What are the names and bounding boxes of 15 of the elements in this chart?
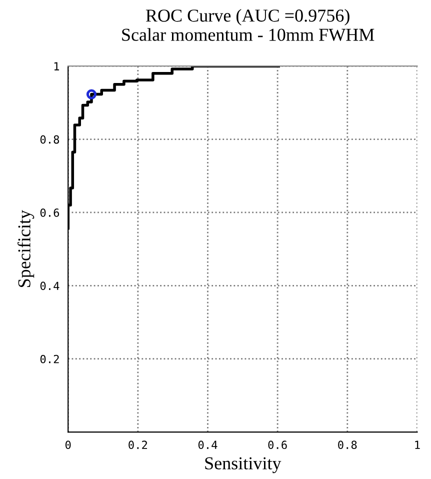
x-tick-label: 1	[415, 440, 420, 449]
x-tick-label: 0.4	[198, 440, 218, 450]
y-tick-label: 0.4	[40, 282, 60, 290]
x-tick-label: 0	[65, 440, 71, 450]
y-axis-title: Specificity	[18, 210, 34, 287]
x-tick-label: 0.8	[338, 440, 357, 450]
y-tick-label: 0.2	[40, 354, 59, 364]
y-tick-label: 0.8	[40, 135, 60, 144]
x-axis-title: Sensitivity	[205, 457, 282, 474]
chart-title: ROC Curve (AUC =0.9756)	[146, 9, 350, 26]
y-tick-label: 1	[54, 62, 60, 70]
x-tick-label: 0.6	[268, 440, 287, 450]
x-tick-label: 0.2	[128, 440, 148, 450]
chart-subtitle: Scalar momentum - 10mm FWHM	[122, 28, 374, 41]
y-tick-label: 0.6	[40, 208, 60, 217]
